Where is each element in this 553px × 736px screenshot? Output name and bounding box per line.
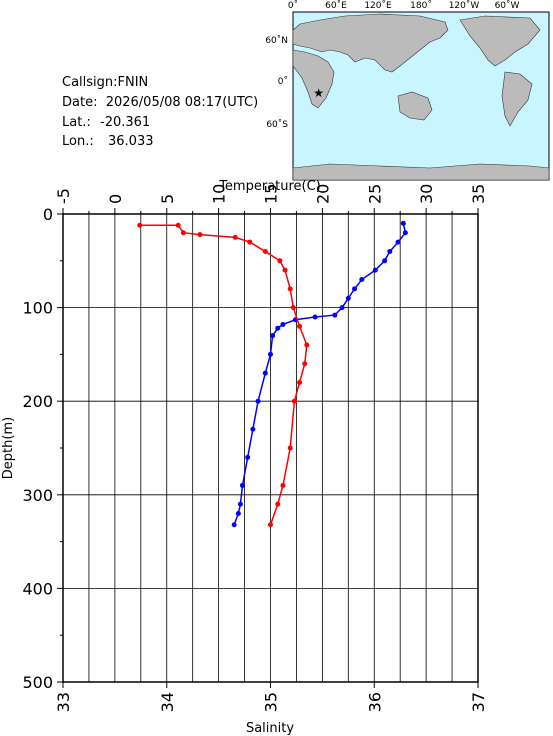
profile-point	[382, 258, 388, 264]
y-axis-title: Depth(m)	[1, 417, 16, 479]
y-tick-label: 200	[22, 392, 53, 411]
profile-point	[180, 230, 186, 236]
map-lon-label: 0˚	[288, 0, 298, 11]
x-tick-label: 0	[106, 194, 125, 204]
date: Date: 2026/05/08 08:17(UTC)	[62, 95, 258, 110]
map-lon-label: 120˚E	[364, 0, 392, 11]
profile-point	[255, 398, 261, 404]
profile-point	[231, 522, 237, 528]
profile-point	[268, 522, 273, 528]
lat-value: -20.361	[100, 115, 150, 130]
profile-point	[235, 511, 241, 517]
profile-point	[287, 445, 293, 451]
profile-point	[372, 267, 378, 273]
map-lon-label: 60˚E	[325, 0, 347, 11]
x-tick-label: 10	[210, 184, 229, 204]
profile-point	[297, 379, 303, 385]
profile-point	[245, 454, 251, 460]
profile-point	[312, 314, 318, 320]
profile-point	[250, 426, 256, 432]
profile-line	[139, 224, 308, 526]
profile-point	[262, 370, 268, 376]
profile-point	[400, 220, 406, 226]
profile-point	[270, 333, 276, 339]
profile-point	[232, 234, 238, 240]
y-tick-label: 400	[22, 579, 53, 598]
x2-tick-label: 36	[365, 692, 384, 712]
x2-tick-label: 37	[469, 692, 488, 712]
x2-axis-title: Salinity	[246, 721, 294, 736]
profile-point	[275, 501, 281, 507]
x-tick-label: -5	[54, 188, 73, 204]
profile-point	[280, 482, 286, 488]
profile-point	[275, 325, 281, 331]
y-tick-label: 100	[22, 299, 53, 318]
profile-point	[247, 239, 253, 245]
station-marker: ★	[313, 86, 324, 100]
profile-point	[287, 286, 293, 292]
map-lon-label: 60˚W	[495, 0, 520, 11]
map-lon-label: 120˚W	[449, 0, 480, 11]
profile-point	[137, 222, 143, 228]
map-lat-label: 60˚S	[266, 119, 288, 130]
x-tick-label: 15	[262, 184, 281, 204]
profile-point	[239, 482, 245, 488]
x2-tick-label: 34	[158, 692, 177, 712]
profile-point	[304, 342, 310, 348]
profile-point	[291, 398, 297, 404]
lon-label: Lon.:	[62, 134, 94, 149]
profile-point	[197, 232, 203, 238]
x-tick-label: 30	[417, 184, 436, 204]
profile-point	[262, 248, 268, 254]
profile-point	[280, 321, 286, 327]
x-tick-label: 35	[469, 184, 488, 204]
x-tick-label: 25	[365, 184, 384, 204]
x-axis-title: Temperature(C)	[218, 179, 321, 194]
y-tick-label: 300	[22, 486, 53, 505]
profile-point	[402, 230, 408, 236]
profile-point	[290, 305, 296, 311]
profile-point	[268, 351, 273, 357]
map-lat-label: 0˚	[278, 76, 288, 87]
lon-value: 36.033	[108, 134, 154, 149]
lat-label: Lat.:	[62, 115, 91, 130]
y-tick-label: 500	[22, 673, 53, 692]
profile-point	[387, 248, 393, 254]
y-tick-label: 0	[43, 205, 53, 224]
profile-point	[282, 267, 288, 273]
profile-point	[297, 323, 303, 329]
profile-point	[302, 361, 308, 367]
profile-point	[345, 295, 351, 301]
map-lat-label: 60˚N	[265, 35, 288, 46]
profile-point	[359, 277, 365, 283]
x2-tick-label: 35	[262, 692, 281, 712]
profile-point	[175, 222, 181, 228]
land	[292, 13, 550, 181]
profile-point	[277, 258, 283, 264]
profile-point	[395, 239, 401, 245]
x2-tick-label: 33	[54, 692, 73, 712]
profile-line	[233, 223, 407, 526]
profile-point	[237, 501, 243, 507]
profile-point	[339, 305, 345, 311]
map: ★	[292, 11, 550, 181]
callsign: Callsign:FNIN	[62, 75, 148, 90]
profile-point	[352, 286, 358, 292]
map-lon-label: 180˚	[410, 0, 432, 11]
profile-point	[332, 312, 338, 318]
x-tick-label: 20	[313, 184, 332, 204]
x-tick-label: 5	[158, 194, 177, 204]
